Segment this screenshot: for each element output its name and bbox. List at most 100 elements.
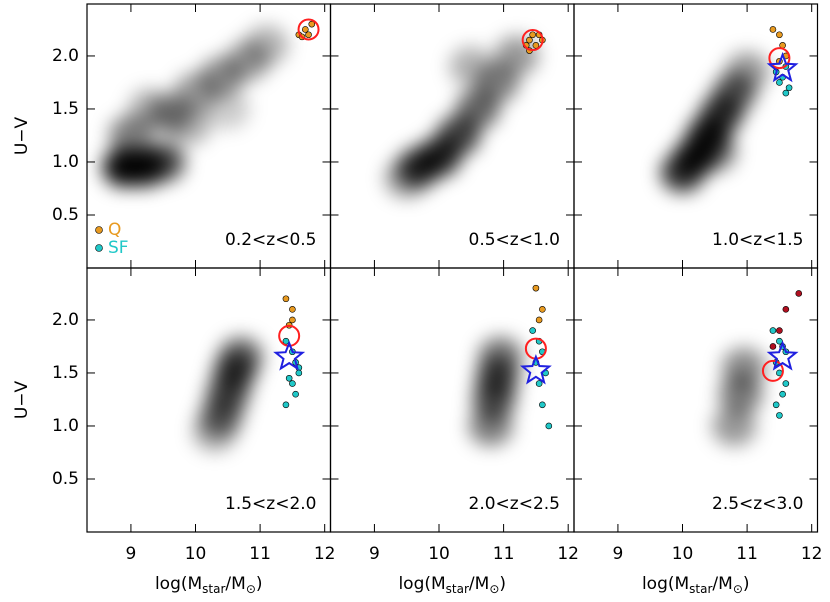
point	[776, 79, 783, 86]
panel: 9 10 11 12 2.5<z<3.0 log(Mstar/M⊙)	[573, 267, 823, 596]
density-layer	[192, 337, 263, 452]
point	[526, 36, 533, 44]
median-star	[519, 353, 552, 385]
point	[539, 401, 546, 409]
legend-label: Q	[108, 220, 121, 240]
point	[529, 327, 536, 334]
x-axis-label-part: star	[446, 582, 469, 596]
point	[535, 380, 543, 387]
point	[282, 401, 290, 409]
density-cell	[128, 88, 173, 129]
x-axis-label-part: ⊙	[733, 582, 743, 596]
x-tick-label: 12	[314, 544, 336, 564]
x-axis-label-part: )	[256, 574, 263, 594]
panel: 9 10 11 12 2.0<z<2.5 log(Mstar/M⊙)	[329, 267, 579, 596]
point	[782, 89, 790, 97]
y-tick-label: 1.5	[52, 363, 79, 383]
point	[305, 31, 312, 39]
point	[292, 390, 299, 398]
point	[308, 20, 316, 28]
density-cell	[478, 337, 523, 378]
y-axis-label: U−V	[12, 116, 32, 155]
x-axis-label-part: /M	[225, 574, 245, 594]
point	[769, 343, 777, 350]
point	[289, 380, 296, 387]
point	[772, 401, 780, 409]
y-tick-label: 2.0	[52, 310, 79, 330]
x-axis-label-part: /M	[469, 574, 489, 594]
x-tick-label: 9	[369, 544, 380, 564]
x-tick-label: 9	[613, 544, 624, 564]
density-layer	[468, 337, 523, 446]
panel-label: 2.0<z<2.5	[469, 494, 560, 514]
median-star	[766, 340, 799, 371]
density-cell	[218, 337, 263, 378]
y-tick-label: 0.5	[52, 469, 79, 489]
panel-label: 2.5<z<3.0	[712, 494, 803, 514]
x-tick-label: 12	[801, 544, 823, 564]
point	[769, 26, 777, 33]
density-cell	[205, 88, 250, 129]
density-cell	[725, 51, 770, 92]
x-axis-label-part: )	[499, 574, 506, 594]
x-tick-label: 11	[736, 544, 758, 564]
panel: 0.5<z<1.0	[329, 3, 575, 269]
legend-marker	[95, 226, 103, 234]
x-tick-label: 10	[428, 544, 450, 564]
x-axis-label-part: log(M	[642, 574, 689, 594]
point	[779, 390, 786, 398]
panel-label: 0.2<z<0.5	[225, 230, 316, 250]
x-axis-label-part: ⊙	[246, 582, 256, 596]
x-axis-label: log(Mstar/M⊙)	[155, 574, 263, 596]
y-tick-label: 2.0	[52, 46, 79, 66]
point	[776, 327, 783, 334]
point	[532, 42, 540, 49]
x-axis-label-part: log(M	[155, 574, 202, 594]
x-tick-label: 10	[672, 544, 694, 564]
point	[289, 316, 296, 324]
legend-label: SF	[108, 238, 129, 258]
panel-label: 1.0<z<1.5	[712, 230, 803, 250]
density-cell	[167, 104, 212, 145]
density-cell	[384, 157, 429, 198]
x-axis-label-part: ⊙	[489, 582, 499, 596]
panel-label: 0.5<z<1.0	[469, 230, 560, 250]
median-circle	[768, 47, 791, 70]
point	[776, 412, 783, 419]
point	[529, 31, 536, 39]
panel: 0.5 1.0 1.5 2.0 QSF 0.2<z<0.5 U−V	[12, 3, 332, 269]
point	[785, 84, 793, 92]
density-cell	[692, 131, 737, 172]
x-axis-label-part: )	[743, 574, 750, 594]
point	[782, 380, 790, 387]
density-cell	[721, 347, 766, 388]
x-axis-label: log(Mstar/M⊙)	[642, 574, 750, 596]
point	[782, 306, 790, 313]
density-cell	[449, 46, 494, 87]
x-tick-label: 11	[249, 544, 271, 564]
point	[285, 374, 293, 382]
median-star	[766, 51, 799, 83]
x-axis-label-part: star	[689, 582, 712, 596]
point	[545, 422, 553, 430]
point	[539, 306, 546, 313]
density-layer	[660, 51, 770, 193]
point	[302, 26, 309, 33]
density-cell	[712, 405, 757, 446]
point	[535, 316, 543, 324]
density-cell	[141, 141, 186, 182]
x-tick-label: 12	[557, 544, 579, 564]
median-circle	[761, 359, 784, 382]
median-circle	[297, 18, 320, 41]
y-tick-label: 1.0	[52, 152, 79, 172]
y-axis-label: U−V	[12, 380, 32, 419]
point	[282, 295, 290, 303]
median-circle	[521, 29, 544, 52]
panel: 9 10 11 12 0.5 1.0 1.5 2.0 1.5<z<2.0 U−V log(Mstar…	[12, 267, 336, 596]
x-axis-label: log(Mstar/M⊙)	[398, 574, 506, 596]
panel-frame	[329, 267, 575, 533]
point	[769, 327, 777, 334]
legend-marker	[95, 244, 103, 252]
y-tick-label: 1.0	[52, 416, 79, 436]
